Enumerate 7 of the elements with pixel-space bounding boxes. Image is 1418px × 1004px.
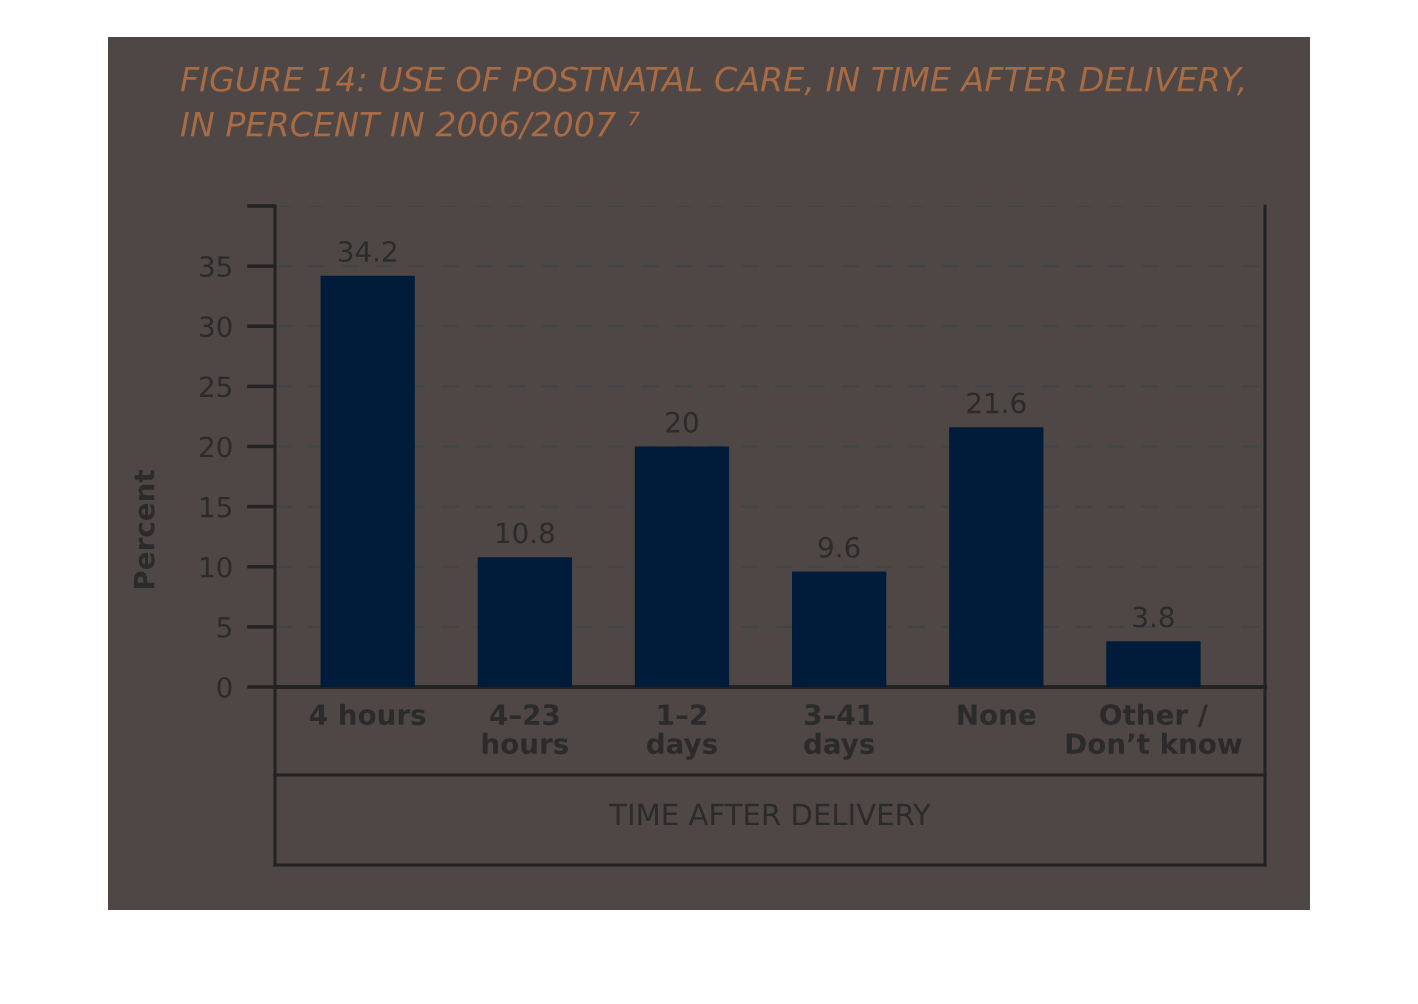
bar (320, 275, 415, 687)
bar (634, 446, 730, 687)
bar (477, 557, 572, 687)
bar (792, 571, 887, 687)
bar (1106, 641, 1201, 687)
bar (949, 427, 1044, 687)
chart-title: FIGURE 14: USE OF POSTNATAL CARE, IN TIME AFTER DELIVERY, IN PERCENT IN 2006/2007 ⁷ (180, 66, 1244, 140)
